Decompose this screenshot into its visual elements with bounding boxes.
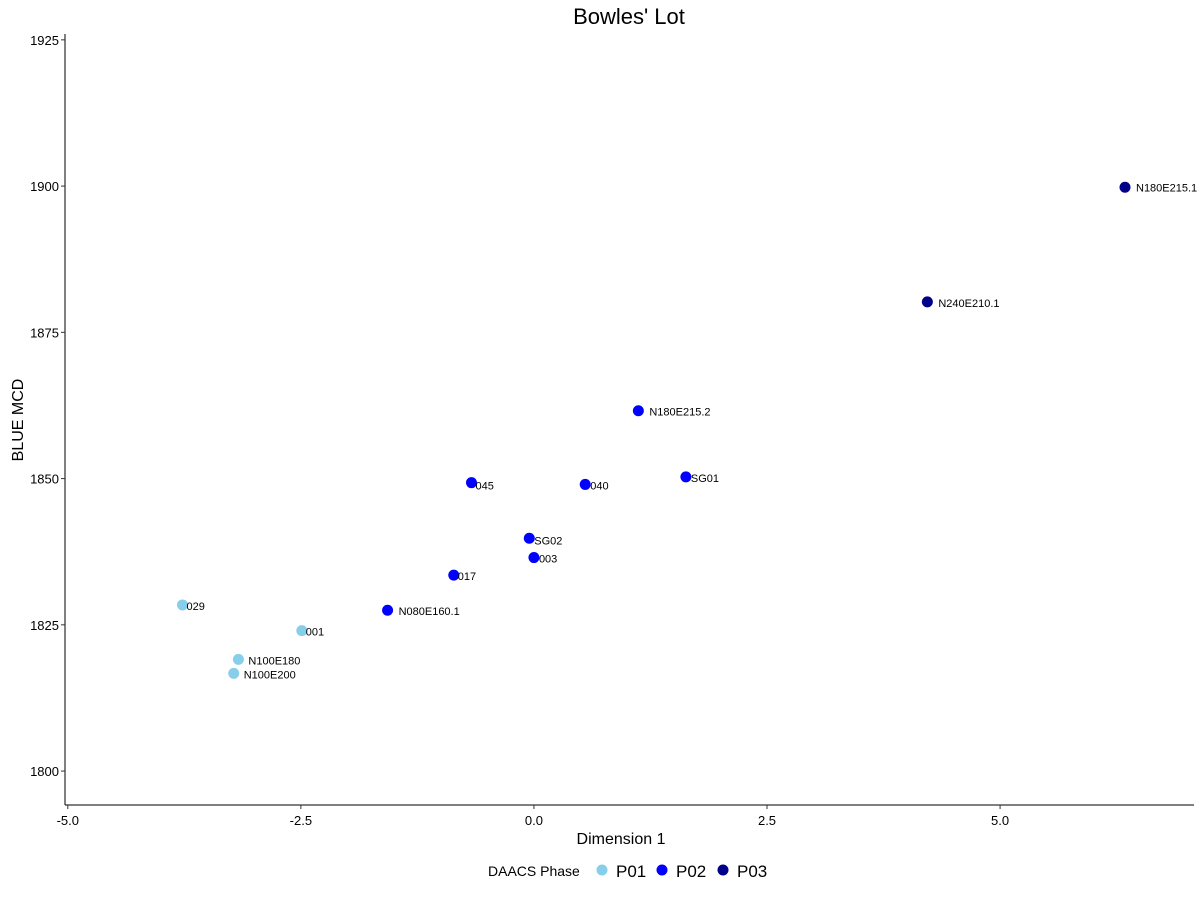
legend-label: P01 — [616, 862, 646, 881]
point-003 — [528, 552, 540, 564]
point-040 — [579, 478, 591, 490]
y-tick-label: 1875 — [30, 325, 59, 340]
x-tick-label: 5.0 — [991, 813, 1009, 828]
y-tick-label: 1800 — [30, 764, 59, 779]
point-label: N100E180 — [248, 655, 300, 667]
point-N180E215.2 — [632, 405, 644, 417]
point-label: 040 — [590, 480, 608, 492]
points-layer: N180E215.1 N240E210.1 N180E215.2 SG01 040 045… — [176, 181, 1197, 681]
point-label: N180E215.2 — [649, 407, 710, 419]
y-axis-label: BLUE MCD — [10, 379, 27, 462]
point-SG01 — [680, 471, 692, 483]
point-001 — [296, 625, 308, 637]
point-label: N240E210.1 — [938, 298, 999, 310]
point-label: N100E200 — [244, 669, 296, 681]
legend-key-P02 — [656, 864, 668, 876]
point-N100E180 — [232, 653, 244, 665]
point-label: 029 — [186, 601, 204, 613]
legend-label: P02 — [676, 862, 706, 881]
point-label: 001 — [306, 627, 324, 639]
point-N080E160.1 — [382, 604, 394, 616]
axes: -5.0 -2.5 0.0 2.5 5.0 1800 1825 1850 1875 1900 192… — [30, 33, 1194, 828]
y-tick-label: 1850 — [30, 472, 59, 487]
point-SG02 — [523, 532, 535, 544]
point-N100E200 — [228, 667, 240, 679]
point-N180E215.1 — [1119, 181, 1131, 193]
point-label: SG01 — [691, 473, 719, 485]
legend-key-P03 — [717, 864, 729, 876]
point-045 — [465, 477, 477, 489]
point-label: SG02 — [534, 535, 562, 547]
y-tick-label: 1825 — [30, 618, 59, 633]
chart-title: Bowles' Lot — [573, 4, 685, 29]
y-tick-label: 1925 — [30, 33, 59, 48]
point-label: N080E160.1 — [399, 606, 460, 618]
x-axis-label: Dimension 1 — [577, 831, 666, 848]
x-tick-label: 2.5 — [758, 813, 776, 828]
legend-key-P01 — [596, 864, 608, 876]
x-tick-label: -5.0 — [57, 813, 79, 828]
point-label: 003 — [539, 554, 557, 566]
point-N240E210.1 — [921, 296, 933, 308]
legend: DAACS Phase P01 P02 P03 — [488, 862, 767, 881]
point-029 — [176, 599, 188, 611]
point-017 — [448, 569, 460, 581]
point-label: N180E215.1 — [1136, 182, 1197, 194]
x-tick-label: 0.0 — [525, 813, 543, 828]
point-label: 045 — [475, 481, 493, 493]
point-label: 017 — [458, 571, 476, 583]
x-tick-label: -2.5 — [290, 813, 312, 828]
y-tick-label: 1900 — [30, 179, 59, 194]
legend-label: P03 — [737, 862, 767, 881]
legend-title: DAACS Phase — [488, 863, 580, 879]
